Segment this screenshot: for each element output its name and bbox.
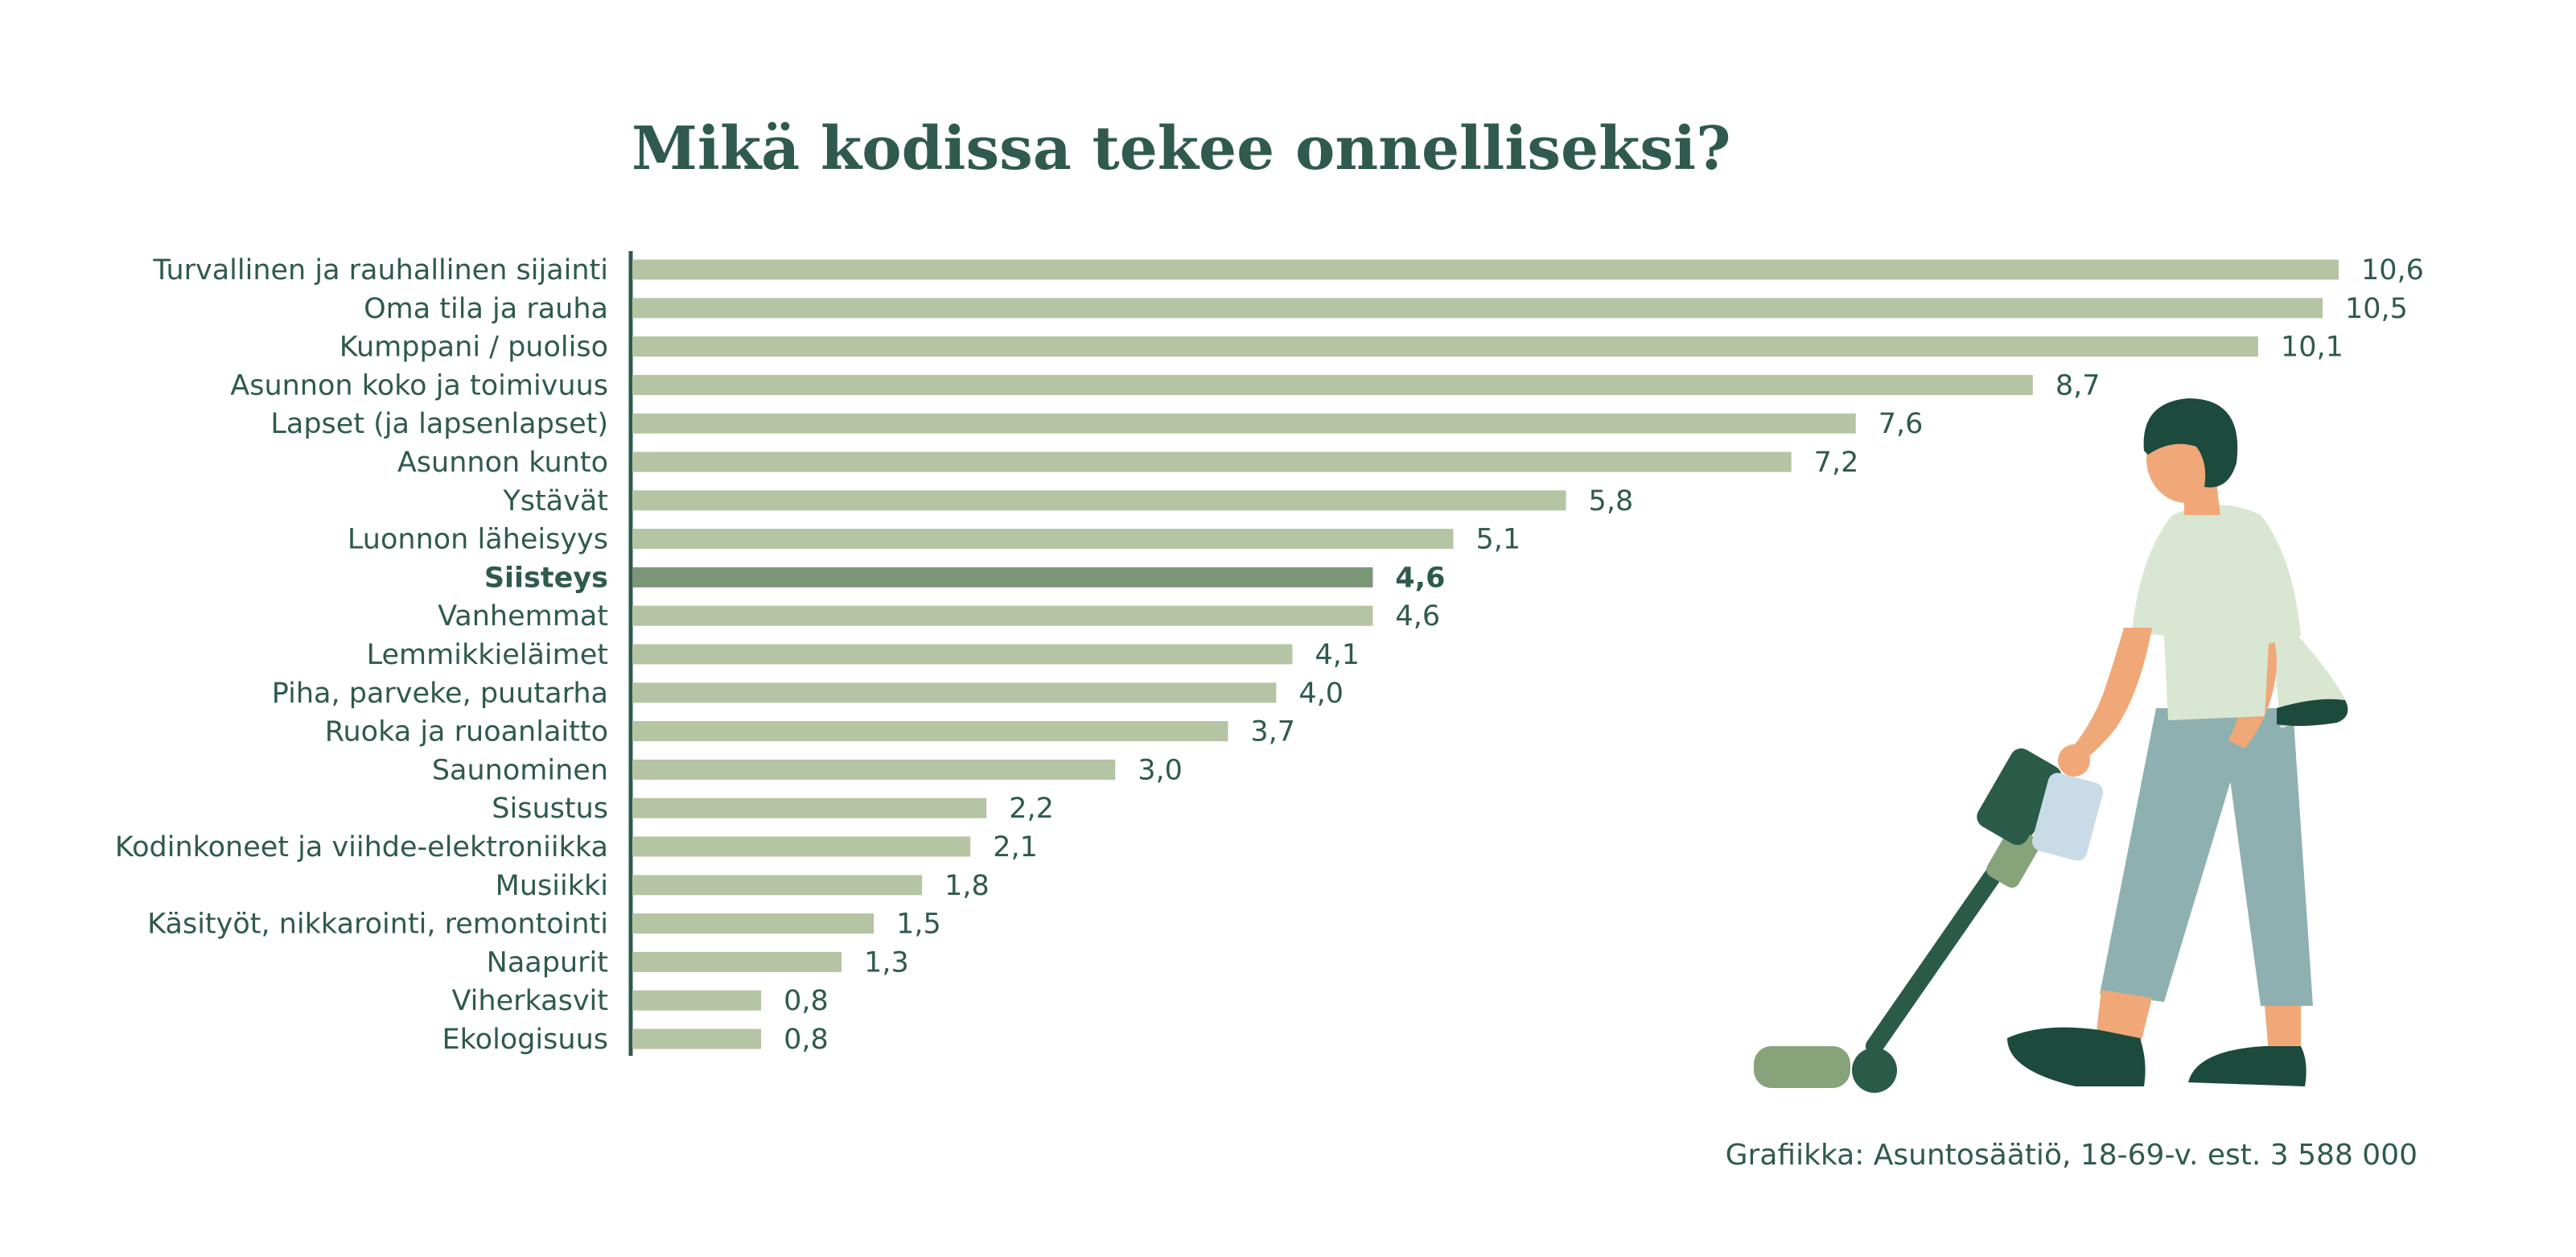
value-labels-group: 10,610,510,18,77,67,25,85,14,64,64,14,03… — [784, 254, 2424, 1056]
bar-3 — [632, 374, 2033, 395]
category-label-1: Oma tila ja rauha — [364, 293, 608, 325]
bar-10 — [632, 644, 1293, 665]
value-label-1: 10,5 — [2345, 293, 2408, 325]
bar-15 — [632, 836, 971, 857]
person-vacuuming-illustration — [1754, 398, 2349, 1093]
bar-6 — [632, 490, 1566, 511]
bar-17 — [632, 913, 874, 934]
category-label-7: Luonnon läheisyys — [348, 524, 608, 556]
value-label-7: 5,1 — [1475, 524, 1520, 556]
bars-group — [632, 259, 2339, 1049]
category-label-12: Ruoka ja ruoanlaitto — [325, 716, 608, 748]
bar-1 — [632, 298, 2323, 319]
vacuum-cleaner-icon — [1754, 748, 2104, 1093]
value-label-19: 0,8 — [784, 985, 829, 1017]
value-label-12: 3,7 — [1250, 716, 1295, 748]
category-label-10: Lemmikkieläimet — [367, 639, 608, 671]
bar-0 — [632, 259, 2339, 280]
category-label-2: Kumppani / puoliso — [339, 332, 608, 364]
category-label-4: Lapset (ja lapsenlapset) — [270, 408, 608, 440]
source-note: Grafiikka: Asuntosäätiö, 18-69-v. est. 3… — [1726, 1139, 2418, 1172]
bar-14 — [632, 797, 987, 818]
bar-18 — [632, 951, 842, 972]
bar-4 — [632, 413, 1856, 434]
chart-title: Mikä kodissa tekee onnelliseksi? — [632, 114, 1731, 183]
value-label-14: 2,2 — [1009, 793, 1054, 825]
category-label-8: Siisteys — [484, 562, 608, 594]
category-label-3: Asunnon koko ja toimivuus — [230, 369, 608, 402]
value-label-6: 5,8 — [1589, 485, 1634, 517]
value-label-4: 7,6 — [1879, 408, 1924, 440]
category-label-5: Asunnon kunto — [397, 447, 608, 479]
bar-12 — [632, 721, 1228, 742]
value-label-13: 3,0 — [1138, 754, 1183, 786]
value-label-0: 10,6 — [2361, 254, 2424, 286]
category-label-18: Naapurit — [487, 946, 608, 979]
category-label-13: Saunominen — [432, 754, 608, 786]
category-label-11: Piha, parveke, puutarha — [272, 678, 608, 710]
value-label-9: 4,6 — [1395, 600, 1440, 633]
value-label-16: 1,8 — [944, 870, 990, 902]
value-label-10: 4,1 — [1315, 639, 1360, 671]
bar-2 — [632, 336, 2258, 357]
value-label-20: 0,8 — [784, 1024, 829, 1056]
bar-20 — [632, 1028, 762, 1049]
value-label-5: 7,2 — [1814, 447, 1859, 479]
category-label-15: Kodinkoneet ja viihde-elektroniikka — [115, 831, 608, 863]
value-label-17: 1,5 — [896, 909, 941, 941]
bar-9 — [632, 605, 1373, 626]
value-label-11: 4,0 — [1298, 678, 1344, 710]
value-label-3: 8,7 — [2055, 369, 2101, 402]
category-label-17: Käsityöt, nikkarointi, remontointi — [147, 909, 608, 941]
category-label-14: Sisustus — [492, 793, 608, 825]
value-label-18: 1,3 — [864, 946, 909, 979]
category-label-20: Ekologisuus — [442, 1024, 608, 1056]
category-label-19: Viherkasvit — [452, 985, 609, 1017]
value-label-8: 4,6 — [1395, 562, 1445, 594]
category-labels-group: Turvallinen ja rauhallinen sijainti Oma t… — [115, 254, 608, 1056]
category-label-6: Ystävät — [502, 485, 608, 517]
bar-8 — [632, 567, 1373, 587]
category-label-16: Musiikki — [496, 870, 608, 902]
bar-13 — [632, 759, 1116, 780]
bar-7 — [632, 529, 1454, 550]
value-label-15: 2,1 — [993, 831, 1038, 863]
category-label-9: Vanhemmat — [438, 600, 608, 633]
value-label-2: 10,1 — [2281, 332, 2344, 364]
category-label-0: Turvallinen ja rauhallinen sijainti — [152, 254, 608, 286]
bar-19 — [632, 990, 762, 1011]
bar-16 — [632, 875, 923, 896]
bar-11 — [632, 682, 1277, 703]
bar-5 — [632, 451, 1792, 472]
